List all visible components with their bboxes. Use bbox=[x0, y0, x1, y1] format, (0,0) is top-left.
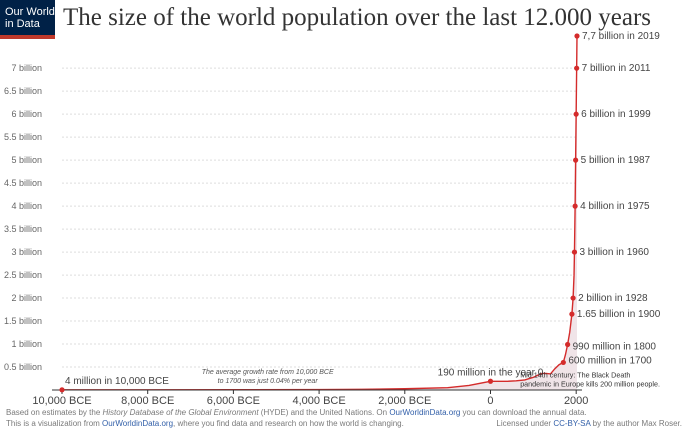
data-point-marker bbox=[487, 378, 494, 384]
footer-source-text-3: you can download the annual data. bbox=[460, 408, 587, 417]
footer-license-text: Licensed under bbox=[496, 419, 554, 428]
y-tick-label: 0.5 billion bbox=[4, 362, 42, 372]
footer-source-text-2: (HYDE) and the United Nations. On bbox=[258, 408, 390, 417]
data-point-label: 6 billion in 1999 bbox=[581, 109, 651, 120]
logo-accent-bar bbox=[0, 35, 55, 39]
data-point-marker bbox=[570, 295, 576, 301]
data-point-marker bbox=[574, 65, 580, 71]
x-tick-label: 2000 bbox=[564, 395, 588, 407]
x-tick-label: 0 bbox=[487, 395, 493, 407]
footer-owid-link-1[interactable]: OurWorldinData.org bbox=[389, 408, 461, 417]
data-point-label: 1.65 billion in 1900 bbox=[577, 309, 661, 320]
data-point-marker bbox=[560, 359, 566, 366]
chart-title: The size of the world population over th… bbox=[63, 4, 652, 31]
data-point-label: 990 million in 1800 bbox=[573, 341, 657, 352]
population-line bbox=[61, 35, 578, 391]
y-tick-label: 2.5 billion bbox=[4, 270, 42, 280]
y-tick-label: 7 billion bbox=[11, 63, 42, 73]
data-point-label: 600 million in 1700 bbox=[568, 355, 652, 366]
growth-rate-annotation: to 1700 was just 0.04% per year bbox=[218, 378, 319, 385]
data-point-label: 2 billion in 1928 bbox=[578, 293, 648, 304]
y-tick-label: 5.5 billion bbox=[4, 132, 42, 142]
data-point-marker bbox=[573, 111, 579, 117]
data-point-marker bbox=[565, 341, 571, 348]
data-point-marker bbox=[571, 249, 578, 255]
footer-source-text: Based on estimates by the bbox=[6, 408, 103, 417]
data-point-marker bbox=[574, 33, 580, 39]
y-tick-label: 3 billion bbox=[11, 247, 42, 257]
black-death-annotation: pandemic in Europe kills 200 million peo… bbox=[520, 379, 660, 388]
footer-license-link[interactable]: CC-BY-SA bbox=[553, 419, 591, 428]
x-tick-label: 4,000 BCE bbox=[292, 395, 345, 407]
y-tick-label: 6.5 billion bbox=[4, 86, 42, 96]
owid-logo: Our World in Data bbox=[0, 0, 55, 39]
black-death-annotation: Mid 14th century: The Black Death bbox=[520, 370, 630, 379]
x-tick-label: 10,000 BCE bbox=[32, 395, 91, 407]
x-tick-label: 2,000 BCE bbox=[378, 395, 431, 407]
y-tick-label: 4.5 billion bbox=[4, 178, 42, 188]
data-point-label: 190 million in the year 0 bbox=[438, 367, 544, 378]
logo-line-1: Our World bbox=[5, 6, 55, 18]
footer-visualization-line: This is a visualization from OurWorldinD… bbox=[6, 419, 404, 428]
footer-source-line: Based on estimates by the History Databa… bbox=[6, 408, 587, 417]
data-point-label: 7,7 billion in 2019 bbox=[582, 31, 660, 42]
data-point-label: 3 billion in 1960 bbox=[579, 247, 649, 258]
data-point-marker bbox=[572, 203, 578, 209]
data-point-label: 7 billion in 2011 bbox=[582, 63, 651, 74]
data-point-label: 4 billion in 1975 bbox=[580, 201, 650, 212]
y-tick-label: 3.5 billion bbox=[4, 224, 42, 234]
population-area bbox=[62, 36, 577, 390]
data-point-marker bbox=[569, 311, 575, 317]
y-tick-label: 1.5 billion bbox=[4, 316, 42, 326]
data-point-label: 5 billion in 1987 bbox=[581, 155, 651, 166]
y-tick-label: 1 billion bbox=[11, 339, 42, 349]
y-tick-label: 5 billion bbox=[11, 155, 42, 165]
data-point-marker bbox=[573, 157, 579, 163]
y-tick-label: 4 billion bbox=[11, 201, 42, 211]
y-tick-label: 2 billion bbox=[11, 293, 42, 303]
footer-license-text-2: by the author Max Roser. bbox=[590, 419, 682, 428]
footer-license: Licensed under CC-BY-SA by the author Ma… bbox=[496, 419, 682, 428]
data-point-label: 4 million in 10,000 BCE bbox=[65, 376, 169, 387]
footer-viz-text-2: , where you find data and research on ho… bbox=[173, 419, 404, 428]
x-tick-label: 6,000 BCE bbox=[207, 395, 260, 407]
x-tick-label: 8,000 BCE bbox=[121, 395, 174, 407]
data-point-marker bbox=[59, 387, 65, 393]
footer-viz-text: This is a visualization from bbox=[6, 419, 103, 428]
logo-line-2: in Data bbox=[5, 18, 40, 30]
growth-rate-annotation: The average growth rate from 10,000 BCE bbox=[202, 369, 334, 376]
y-tick-label: 6 billion bbox=[11, 109, 42, 119]
footer-owid-link-2[interactable]: OurWorldinData.org bbox=[102, 419, 174, 428]
footer-source-hyde: History Database of the Global Environme… bbox=[102, 408, 259, 417]
